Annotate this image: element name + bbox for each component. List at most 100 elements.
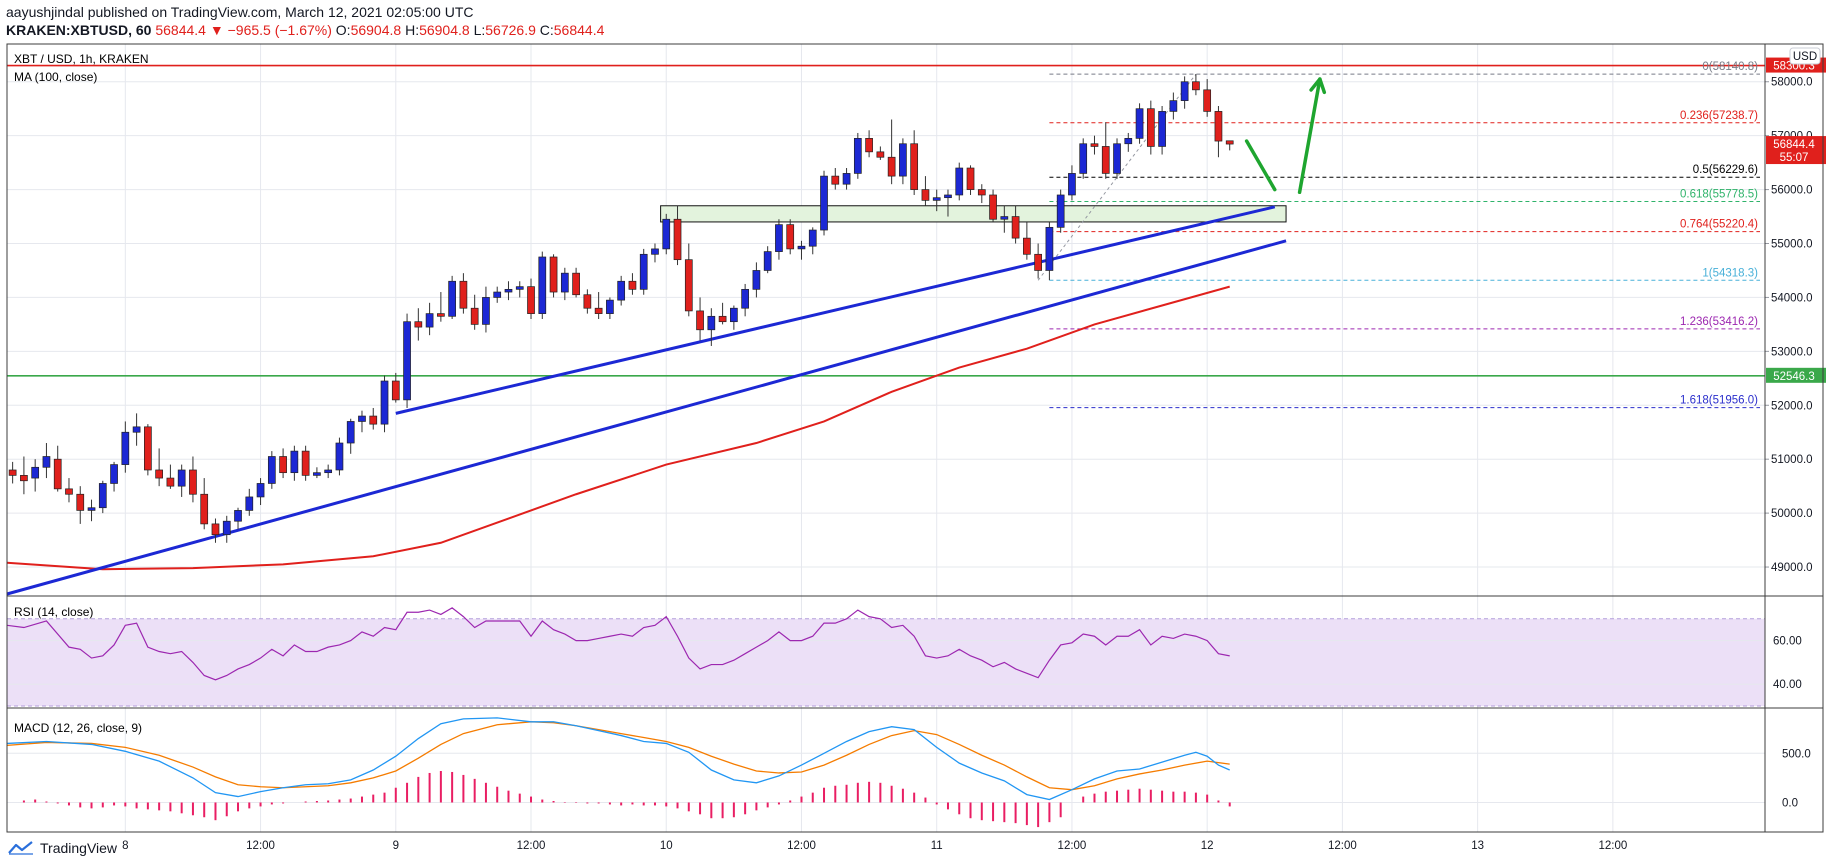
candle-body — [493, 291, 502, 298]
candle-body — [155, 469, 163, 479]
candle-body — [876, 151, 885, 158]
candle-body — [752, 270, 761, 290]
candle — [1180, 76, 1189, 109]
chart-header: aayushjindal published on TradingView.co… — [6, 4, 474, 20]
candle-body — [76, 493, 85, 511]
macd-tick-label: 0.0 — [1782, 797, 1798, 809]
candle — [482, 286, 490, 333]
candle-body — [267, 456, 276, 484]
candle-body — [380, 380, 389, 425]
candle — [256, 478, 265, 506]
candle — [211, 518, 220, 543]
footer: TradingView — [8, 840, 117, 856]
published-text: published on TradingView.com, March 12, … — [87, 4, 474, 20]
candle-body — [222, 520, 231, 536]
candle-body — [313, 472, 321, 476]
candle-body — [301, 450, 310, 476]
candle — [8, 461, 17, 484]
y-tick-label: 53000.0 — [1771, 346, 1813, 358]
last-price: 56844.4 — [155, 22, 206, 38]
candle-body — [763, 251, 772, 271]
y-tick-label: 55000.0 — [1771, 239, 1813, 251]
candle — [245, 488, 254, 516]
candle-body — [572, 272, 580, 296]
candle-body — [245, 496, 254, 511]
candle — [346, 418, 355, 454]
price-change: ▼ −965.5 (−1.67%) — [209, 22, 332, 38]
candle — [955, 162, 964, 201]
candle-body — [662, 218, 671, 250]
candle — [865, 130, 873, 158]
x-tick-label: 9 — [393, 840, 399, 852]
candle — [527, 278, 535, 319]
candle — [301, 445, 310, 481]
candle-body — [797, 245, 806, 250]
candle — [718, 302, 727, 325]
candle — [1113, 138, 1121, 179]
candle-body — [583, 294, 592, 309]
candle-body — [1000, 216, 1009, 220]
candle-body — [887, 156, 896, 177]
candle — [470, 294, 479, 330]
close-label: C: — [539, 22, 554, 38]
candle-body — [98, 483, 107, 509]
author-name[interactable]: aayushjindal — [6, 4, 84, 20]
macd-pane — [6, 717, 1765, 828]
candle-body — [944, 194, 952, 199]
candle-body — [741, 288, 749, 309]
x-tick-label: 8 — [122, 840, 128, 852]
candle-body — [853, 138, 862, 174]
candle — [403, 313, 411, 408]
candle-body — [820, 175, 828, 231]
candle-body — [369, 415, 378, 425]
candle-body — [1214, 111, 1223, 142]
y-tick-label: 49000.0 — [1771, 562, 1813, 574]
candle — [448, 275, 456, 319]
candle-body — [684, 259, 693, 312]
candle-body — [718, 315, 727, 323]
candle-body — [786, 224, 795, 250]
candle-body — [132, 426, 141, 433]
legend-title: XBT / USD, 1h, KRAKEN — [14, 52, 149, 66]
candle-body — [775, 224, 783, 252]
candle-body — [594, 307, 603, 314]
candle — [290, 445, 299, 481]
fib-level-label: 0.764(55220.4) — [1680, 219, 1758, 231]
candle — [1225, 140, 1234, 151]
x-tick-label: 12:00 — [1058, 840, 1087, 852]
candle — [932, 189, 941, 212]
candle — [166, 464, 175, 489]
candle-body — [707, 315, 716, 331]
candle-body — [177, 469, 186, 487]
candle — [515, 281, 524, 298]
candle — [437, 292, 445, 322]
candle — [200, 478, 209, 530]
x-tick-label: 13 — [1471, 840, 1484, 852]
candle-body — [211, 523, 220, 536]
candle — [696, 297, 704, 341]
fib-level-label: 0.618(55778.5) — [1680, 189, 1758, 201]
candle — [617, 275, 626, 306]
candle — [899, 138, 907, 185]
candle-body — [1225, 140, 1234, 145]
x-tick-label: 12:00 — [787, 840, 816, 852]
candle — [673, 205, 682, 266]
price-label-text: 52546.3 — [1773, 371, 1815, 383]
candle-body — [346, 421, 355, 444]
candle — [887, 119, 896, 185]
candle-body — [673, 218, 682, 261]
candle-body — [448, 280, 456, 317]
candle — [65, 478, 73, 503]
candle-body — [865, 138, 873, 153]
candle-body — [1203, 89, 1212, 112]
candle — [493, 286, 502, 303]
tradingview-logo-icon — [8, 841, 33, 855]
candle — [1135, 103, 1144, 144]
x-tick-label: 12:00 — [1598, 840, 1627, 852]
candle-body — [899, 143, 907, 177]
candle — [876, 146, 885, 160]
candle — [977, 184, 986, 204]
candle — [1203, 79, 1212, 117]
candle-body — [470, 307, 479, 325]
